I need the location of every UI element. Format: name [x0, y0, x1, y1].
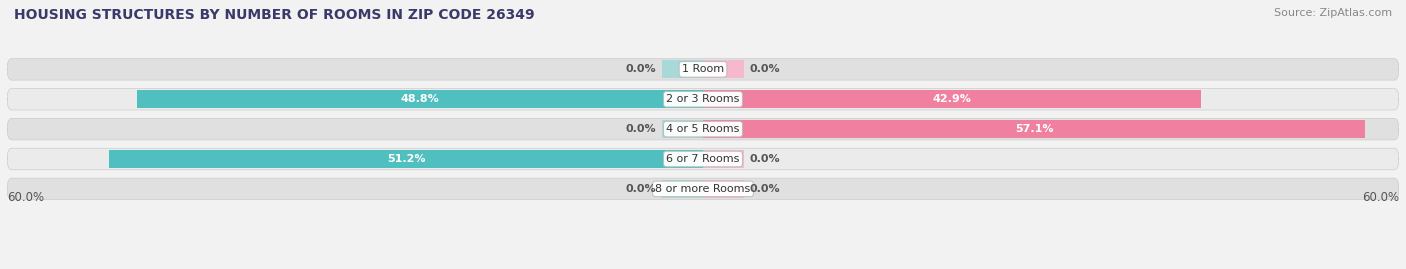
Text: 0.0%: 0.0%	[626, 64, 657, 74]
Text: 48.8%: 48.8%	[401, 94, 439, 104]
Text: 60.0%: 60.0%	[7, 191, 44, 204]
Text: 6 or 7 Rooms: 6 or 7 Rooms	[666, 154, 740, 164]
Text: 0.0%: 0.0%	[626, 184, 657, 194]
Text: 8 or more Rooms: 8 or more Rooms	[655, 184, 751, 194]
Bar	[136, 90, 703, 108]
Text: 0.0%: 0.0%	[749, 184, 780, 194]
Bar	[662, 180, 703, 198]
Bar	[703, 60, 744, 79]
Text: 42.9%: 42.9%	[932, 94, 972, 104]
FancyBboxPatch shape	[7, 89, 1399, 110]
FancyBboxPatch shape	[7, 148, 1399, 170]
Bar	[703, 90, 1201, 108]
Text: 0.0%: 0.0%	[749, 154, 780, 164]
Text: 2 or 3 Rooms: 2 or 3 Rooms	[666, 94, 740, 104]
Bar	[662, 120, 703, 138]
Text: 0.0%: 0.0%	[749, 64, 780, 74]
Text: 60.0%: 60.0%	[1362, 191, 1399, 204]
Text: HOUSING STRUCTURES BY NUMBER OF ROOMS IN ZIP CODE 26349: HOUSING STRUCTURES BY NUMBER OF ROOMS IN…	[14, 8, 534, 22]
Bar	[703, 120, 1365, 138]
Text: Source: ZipAtlas.com: Source: ZipAtlas.com	[1274, 8, 1392, 18]
Text: 0.0%: 0.0%	[626, 124, 657, 134]
Text: 1 Room: 1 Room	[682, 64, 724, 74]
Legend: Owner-occupied, Renter-occupied: Owner-occupied, Renter-occupied	[576, 266, 830, 269]
Bar	[703, 150, 744, 168]
Bar	[662, 60, 703, 79]
Text: 4 or 5 Rooms: 4 or 5 Rooms	[666, 124, 740, 134]
Bar	[110, 150, 703, 168]
FancyBboxPatch shape	[7, 59, 1399, 80]
FancyBboxPatch shape	[7, 178, 1399, 200]
Text: 57.1%: 57.1%	[1015, 124, 1053, 134]
FancyBboxPatch shape	[7, 118, 1399, 140]
Text: 51.2%: 51.2%	[387, 154, 425, 164]
Bar	[703, 180, 744, 198]
